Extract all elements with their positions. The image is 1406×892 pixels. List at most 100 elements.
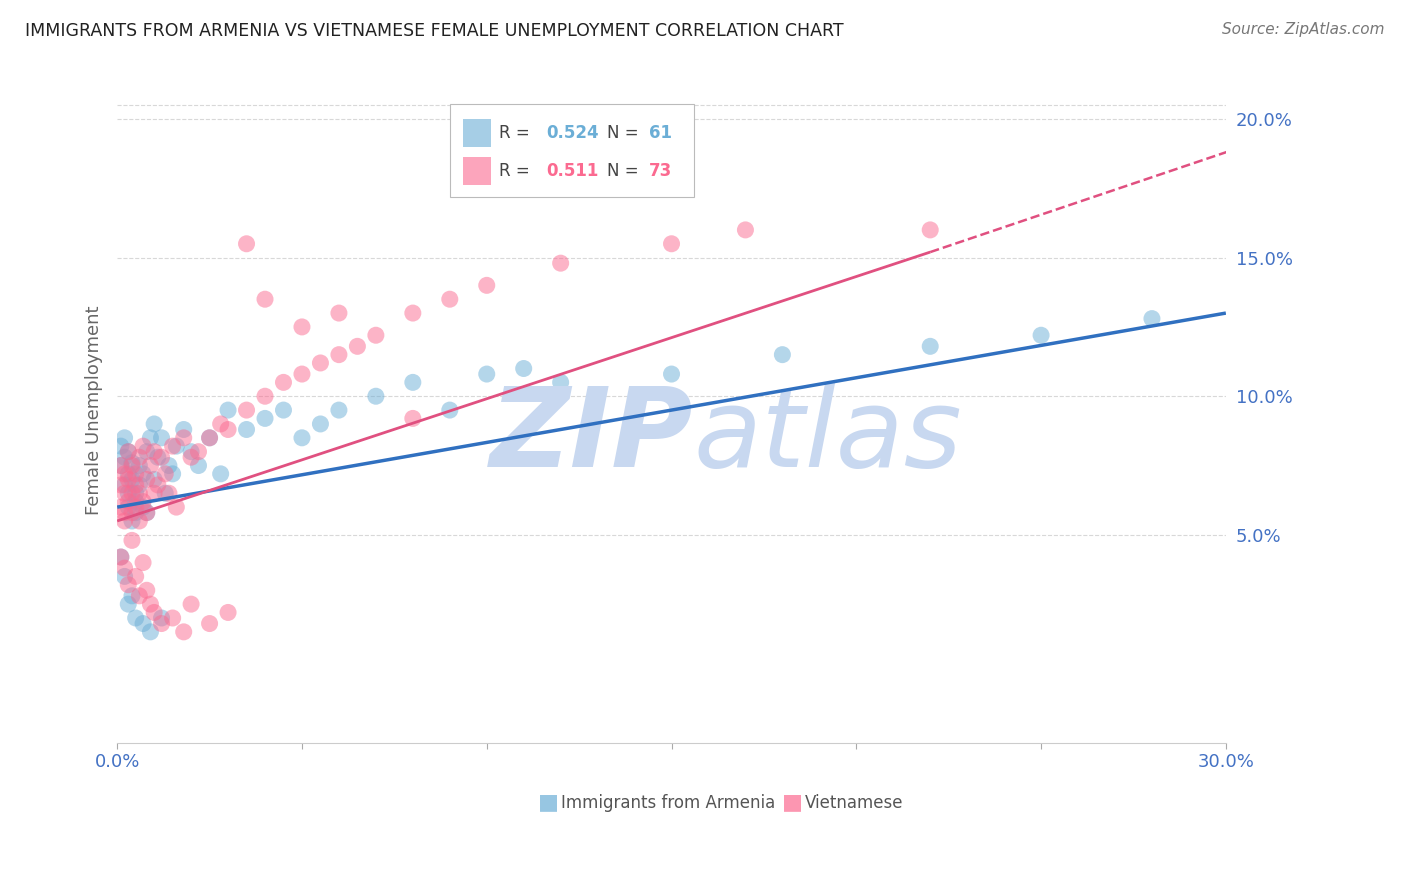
Point: [162, 611, 184, 625]
Point: [117, 444, 139, 458]
Point: [114, 486, 136, 500]
Point: [150, 611, 173, 625]
Point: [110, 458, 132, 473]
Point: [661, 367, 683, 381]
Text: ZIP: ZIP: [491, 384, 693, 491]
Text: N =: N =: [607, 124, 644, 142]
Point: [273, 376, 295, 390]
Point: [135, 444, 157, 458]
Point: [117, 578, 139, 592]
Text: 0.524: 0.524: [547, 124, 599, 142]
Point: [253, 411, 276, 425]
Point: [128, 486, 150, 500]
Point: [217, 403, 239, 417]
Point: [132, 616, 155, 631]
Point: [439, 292, 461, 306]
Point: [114, 569, 136, 583]
Text: ■: ■: [782, 793, 803, 813]
Point: [124, 506, 146, 520]
Point: [165, 500, 187, 515]
Point: [132, 556, 155, 570]
FancyBboxPatch shape: [463, 157, 491, 186]
Text: IMMIGRANTS FROM ARMENIA VS VIETNAMESE FEMALE UNEMPLOYMENT CORRELATION CHART: IMMIGRANTS FROM ARMENIA VS VIETNAMESE FE…: [25, 22, 844, 40]
Point: [235, 403, 257, 417]
Text: Immigrants from Armenia: Immigrants from Armenia: [561, 794, 775, 812]
Point: [110, 500, 132, 515]
Point: [165, 439, 187, 453]
Point: [124, 486, 146, 500]
Text: atlas: atlas: [693, 384, 962, 491]
Point: [198, 431, 221, 445]
Point: [117, 486, 139, 500]
Point: [117, 444, 139, 458]
Point: [121, 514, 143, 528]
Point: [309, 417, 332, 431]
Point: [139, 597, 162, 611]
Point: [253, 389, 276, 403]
Point: [128, 478, 150, 492]
Point: [135, 506, 157, 520]
Point: [550, 376, 572, 390]
Point: [512, 361, 534, 376]
Point: [128, 458, 150, 473]
Point: [143, 444, 166, 458]
Text: R =: R =: [499, 161, 540, 179]
Point: [110, 549, 132, 564]
Point: [155, 467, 177, 481]
Point: [117, 597, 139, 611]
Point: [114, 467, 136, 481]
Point: [139, 624, 162, 639]
Text: ■: ■: [538, 793, 560, 813]
Point: [146, 478, 169, 492]
Point: [132, 467, 155, 481]
Point: [139, 431, 162, 445]
Point: [920, 339, 942, 353]
Point: [117, 494, 139, 508]
Point: [110, 549, 132, 564]
Point: [132, 494, 155, 508]
Point: [328, 348, 350, 362]
Point: [146, 450, 169, 465]
Point: [217, 422, 239, 436]
Point: [475, 278, 498, 293]
Point: [1140, 311, 1163, 326]
Point: [121, 506, 143, 520]
Point: [139, 458, 162, 473]
Point: [402, 306, 425, 320]
Text: 61: 61: [650, 124, 672, 142]
Point: [198, 616, 221, 631]
Text: Vietnamese: Vietnamese: [804, 794, 903, 812]
Text: 73: 73: [650, 161, 672, 179]
Point: [128, 514, 150, 528]
Point: [150, 431, 173, 445]
Point: [309, 356, 332, 370]
Point: [157, 486, 180, 500]
Point: [150, 616, 173, 631]
Point: [121, 458, 143, 473]
Point: [162, 439, 184, 453]
Point: [235, 422, 257, 436]
Point: [180, 450, 202, 465]
Point: [121, 486, 143, 500]
Text: 0.511: 0.511: [547, 161, 599, 179]
Point: [273, 403, 295, 417]
Point: [291, 320, 314, 334]
Point: [475, 367, 498, 381]
Point: [364, 328, 387, 343]
Point: [187, 444, 209, 458]
Point: [121, 533, 143, 548]
Point: [217, 606, 239, 620]
Point: [770, 348, 793, 362]
Point: [121, 589, 143, 603]
Text: R =: R =: [499, 124, 534, 142]
Point: [253, 292, 276, 306]
Point: [155, 486, 177, 500]
Point: [143, 606, 166, 620]
Point: [114, 478, 136, 492]
Point: [661, 236, 683, 251]
Point: [121, 472, 143, 486]
Point: [328, 403, 350, 417]
Point: [110, 478, 132, 492]
Point: [124, 500, 146, 515]
Point: [187, 458, 209, 473]
